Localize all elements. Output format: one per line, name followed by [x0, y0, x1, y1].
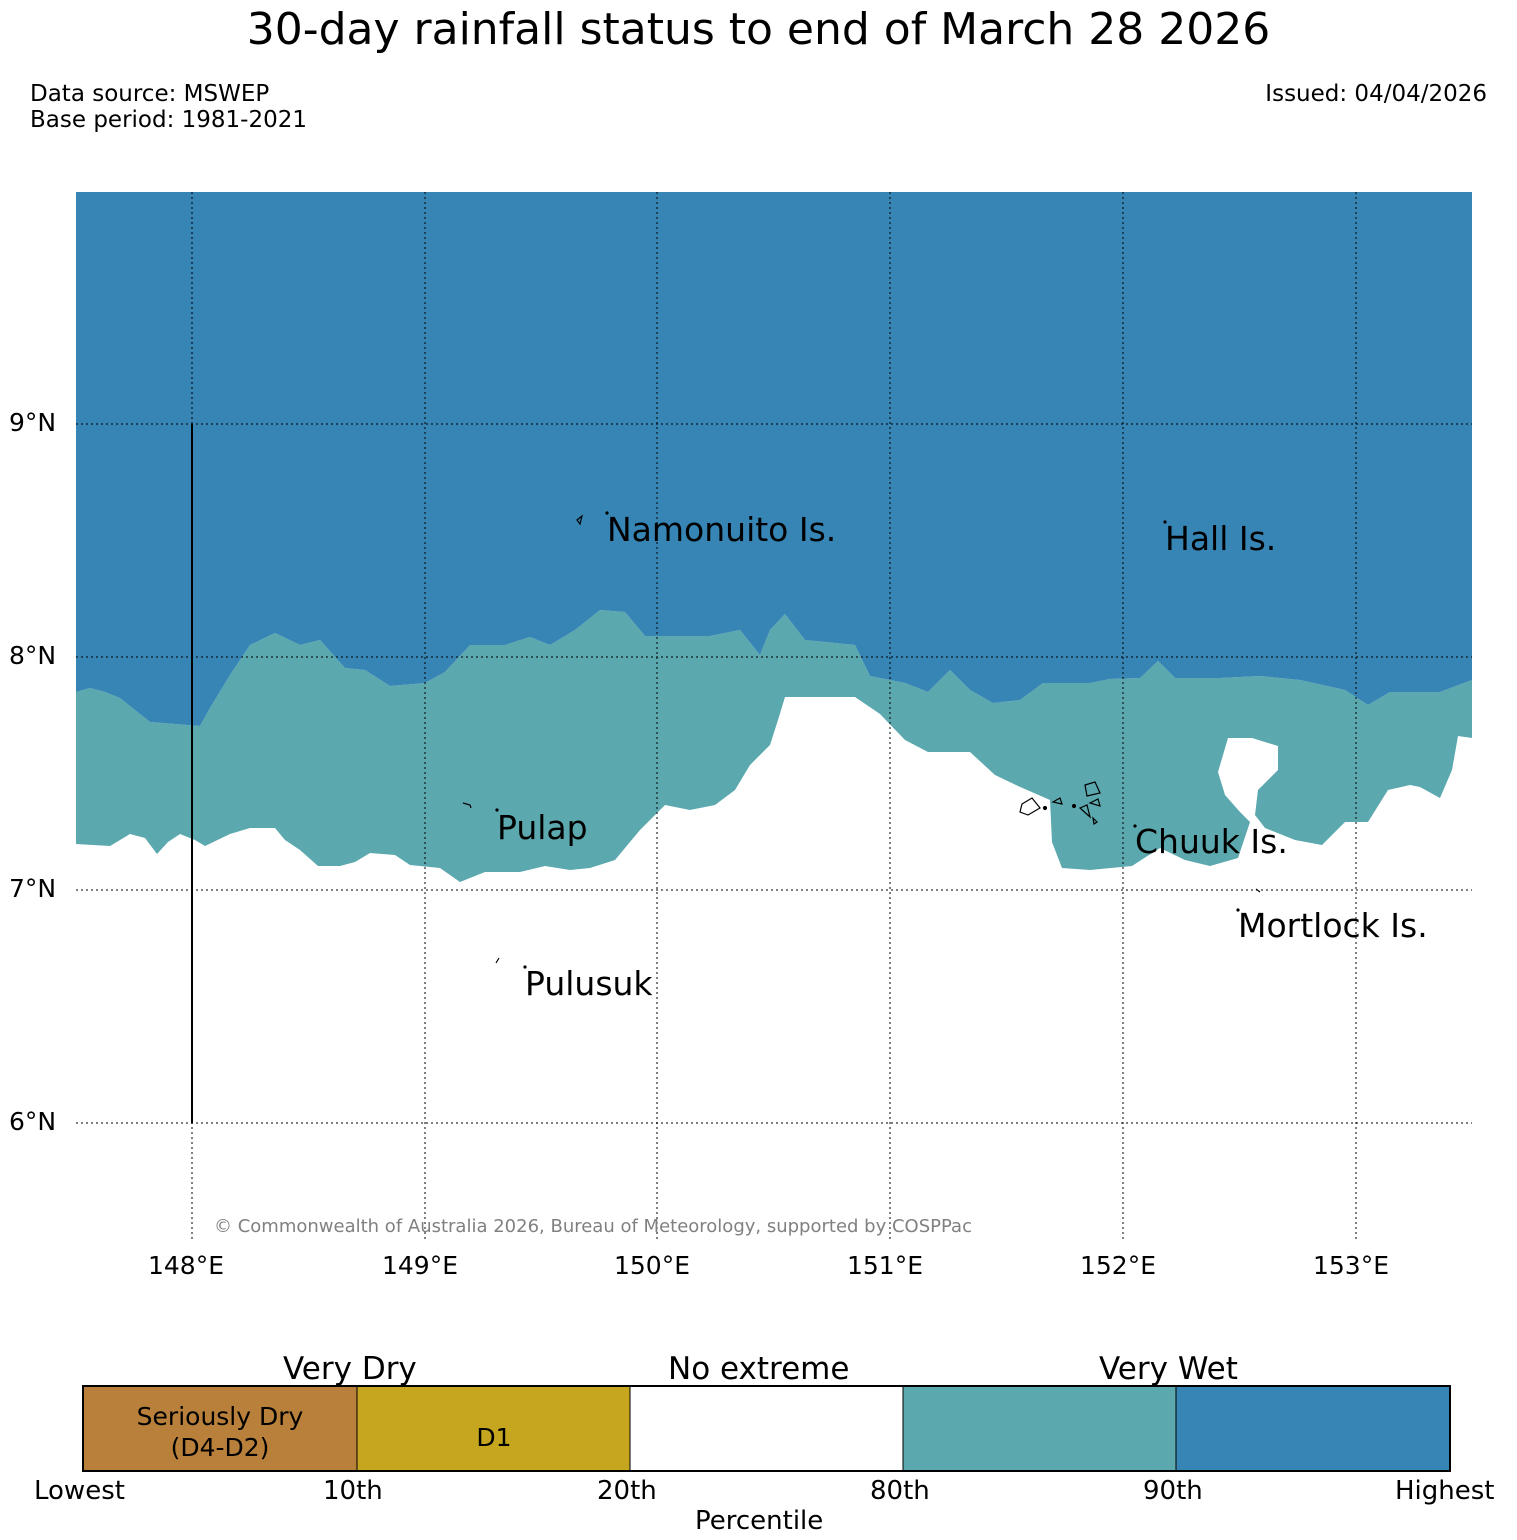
lat-label-6n: 6°N [9, 1107, 57, 1136]
place-label-chuuk: Chuuk Is. [1135, 822, 1288, 861]
island-chuuk-8 [1071, 803, 1077, 809]
legend-seg-label-seriously-dry: Seriously Dry [136, 1402, 304, 1431]
place-label-mortlock: Mortlock Is. [1238, 906, 1428, 945]
legend-seg-no-extreme [629, 1385, 904, 1472]
place-label-hall: Hall Is. [1165, 519, 1277, 558]
island-pulusuk [495, 957, 500, 964]
legend-seg-wet [902, 1385, 1177, 1472]
lat-label-7n: 7°N [9, 874, 57, 903]
map-title: 30-day rainfall status to end of March 2… [246, 4, 1271, 55]
island-chuuk-7 [1042, 805, 1048, 811]
base-period-text: Base period: 1981-2021 [30, 107, 308, 133]
island-mortlock [1255, 888, 1261, 893]
legend-tick-20th: 20th [597, 1476, 657, 1506]
legend-tick-highest: Highest [1395, 1476, 1495, 1506]
legend-axis-label: Percentile [695, 1506, 824, 1536]
island-namonuito-dot [605, 511, 609, 515]
island-chuuk-3 [1078, 804, 1092, 819]
legend-seg-very-wet [1175, 1385, 1451, 1472]
island-chuuk-5 [1019, 797, 1041, 816]
legend-group-very-wet: Very Wet [1099, 1351, 1238, 1387]
lon-label-150e: 150°E [614, 1251, 691, 1280]
lat-label-8n: 8°N [9, 641, 57, 670]
island-chuuk-1 [1084, 781, 1101, 797]
legend-tick-80th: 80th [870, 1476, 930, 1506]
island-chuuk-2 [1088, 798, 1101, 807]
islands [462, 511, 1261, 969]
lon-label-153e: 153°E [1313, 1251, 1390, 1280]
place-label-namonuito: Namonuito Is. [607, 510, 837, 549]
island-chuuk-4 [1051, 797, 1063, 805]
island-hall [1163, 520, 1167, 524]
place-label-pulap: Pulap [497, 808, 588, 847]
island-pulap-dot [495, 808, 499, 812]
island-namonuito [576, 514, 584, 526]
lon-label-152e: 152°E [1080, 1251, 1157, 1280]
data-source-text: Data source: MSWEP [30, 81, 270, 107]
legend-group-very-dry: Very Dry [283, 1351, 417, 1387]
legend-seg-seriously-dry [82, 1385, 358, 1472]
island-mortlock-dot [1236, 908, 1240, 912]
lon-label-151e: 151°E [847, 1251, 924, 1280]
island-pulusuk-dot [523, 965, 527, 969]
island-chuuk-dot [1133, 824, 1137, 828]
legend-colorbar [82, 1385, 1451, 1472]
lon-label-149e: 149°E [382, 1251, 459, 1280]
copyright-text: © Commonwealth of Australia 2026, Bureau… [214, 1216, 972, 1237]
issued-date-text: Issued: 04/04/2026 [1265, 81, 1487, 107]
legend-tick-10th: 10th [323, 1476, 383, 1506]
place-label-pulusuk: Pulusuk [525, 964, 653, 1003]
legend-seg-d1 [356, 1385, 631, 1472]
legend-tick-lowest: Lowest [34, 1476, 125, 1506]
island-pulap [462, 802, 472, 809]
lat-label-9n: 9°N [9, 408, 57, 437]
legend-seg-label-d1: D1 [476, 1423, 512, 1452]
legend-seg-label-seriously-dry-sub: (D4-D2) [170, 1433, 270, 1462]
lon-label-148e: 148°E [148, 1251, 225, 1280]
legend-tick-90th: 90th [1143, 1476, 1203, 1506]
legend-frame [82, 1385, 1451, 1472]
legend-group-no-extreme: No extreme [668, 1351, 850, 1387]
island-chuuk-6 [1092, 816, 1098, 826]
